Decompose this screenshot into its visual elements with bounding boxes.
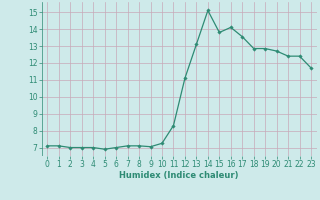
X-axis label: Humidex (Indice chaleur): Humidex (Indice chaleur) xyxy=(119,171,239,180)
